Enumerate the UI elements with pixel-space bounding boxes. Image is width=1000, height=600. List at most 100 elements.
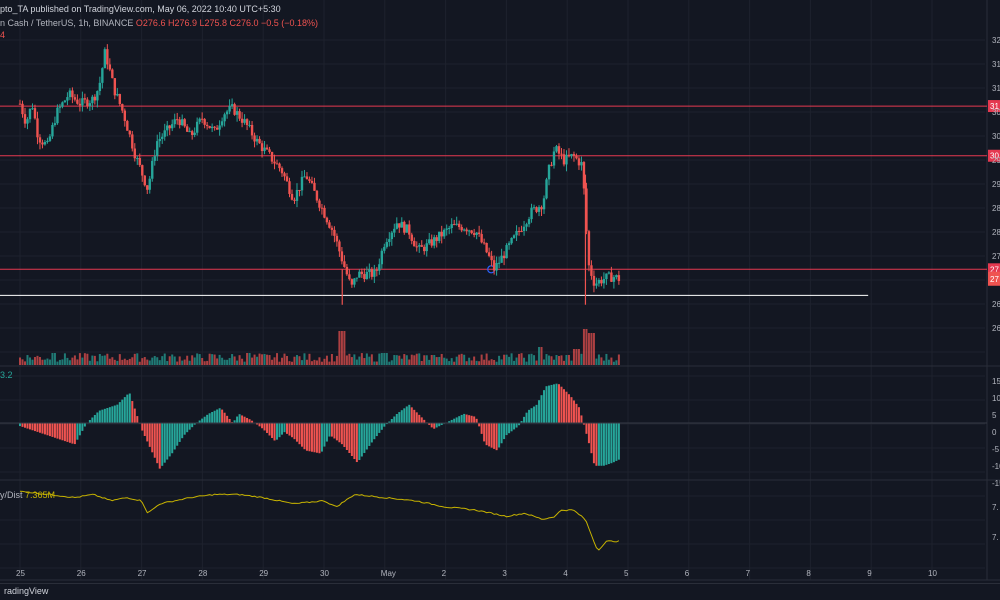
volume-bar [485,353,488,365]
macd-bar [261,423,264,429]
candle-body [457,223,461,228]
volume-bar [365,353,368,365]
volume-bar [523,357,526,365]
macd-bar [305,423,308,451]
candle-body [51,124,54,137]
volume-bar [360,353,363,365]
candle-body [512,235,516,238]
macd-bar [300,423,303,447]
volume-bar [490,359,493,365]
candle-body [238,111,241,119]
volume-bar [438,356,441,365]
volume-bar [375,361,378,365]
candle-body [565,154,568,165]
x-tick-label: 3 [502,569,507,578]
volume-bar [148,360,151,365]
volume-bar [281,357,284,365]
candle-body [358,271,361,278]
volume-bar [500,359,503,365]
dist-tick-label: 7. [992,503,999,512]
candle-body [133,148,136,159]
candle-body [560,153,563,155]
macd-bar [438,423,441,427]
y-tick-label: 32 [992,36,1000,45]
candle-body [500,255,503,263]
footer-brand[interactable]: radingView [4,586,49,596]
volume-bar [318,357,321,365]
macd-bar [428,423,431,425]
volume-bar [333,361,336,365]
volume-bar [138,361,141,365]
macd-bar [186,423,189,433]
candle-body [118,94,122,105]
macd-bar [475,418,478,423]
candle-body [443,229,446,237]
macd-bar [221,409,224,423]
candle-body [176,119,179,121]
volume-bar [535,360,538,365]
macd-bar [191,423,194,428]
macd-bar [415,412,418,423]
volume-bar [463,354,466,365]
volume-bar [505,354,508,365]
macd-bar [151,423,154,453]
volume-bar [161,356,164,365]
dist-line [19,490,620,551]
volume-bar [575,349,578,365]
macd-bar [256,423,259,425]
macd-bar [433,423,436,429]
volume-bar [545,354,548,365]
macd-bar [166,423,169,460]
candle-body [203,119,206,125]
candle-body [163,130,166,137]
candle-body [385,242,389,247]
candle-body [525,224,528,227]
macd-bar [510,423,513,432]
macd-bar [93,414,96,423]
volume-bar [590,333,593,365]
candle-body [210,126,214,129]
macd-bar [335,423,338,441]
macd-bar [98,410,101,423]
candle-body [268,149,271,153]
macd-bar [562,389,565,423]
macd-bar [233,420,236,423]
macd-bar [171,423,174,454]
candle-body [383,246,386,251]
macd-bar [43,423,46,435]
macd-bar [615,423,618,461]
volume-bar [58,359,61,365]
candle-body [218,125,221,130]
candle-body [288,181,291,194]
macd-bar [493,423,496,449]
candle-body [400,221,403,228]
candle-body [323,207,326,218]
candle-body [265,147,269,150]
macd-bar [198,420,201,423]
macd-bar [360,423,363,457]
macd-bar [103,408,106,423]
volume-bar [241,358,244,365]
macd-bar [518,423,521,426]
candle-body [128,130,131,135]
volume-bar [510,353,513,365]
candle-body [86,99,89,107]
macd-bar [308,423,311,452]
volume-bar [103,355,106,365]
candle-body [253,135,256,142]
volume-bar [63,353,66,365]
volume-bar [111,357,114,365]
candle-body [420,245,423,247]
candle-body [480,234,483,243]
volume-bar [425,355,428,365]
macd-bar [61,423,64,441]
candle-body [161,136,164,139]
volume-bar [473,356,476,365]
macd-bar [473,416,476,423]
macd-bar [211,411,214,423]
macd-bar [203,416,206,423]
volume-bar [403,354,406,365]
candle-body [136,158,139,160]
macd-bar [208,413,211,423]
y-tick-label: 30 [992,132,1000,141]
